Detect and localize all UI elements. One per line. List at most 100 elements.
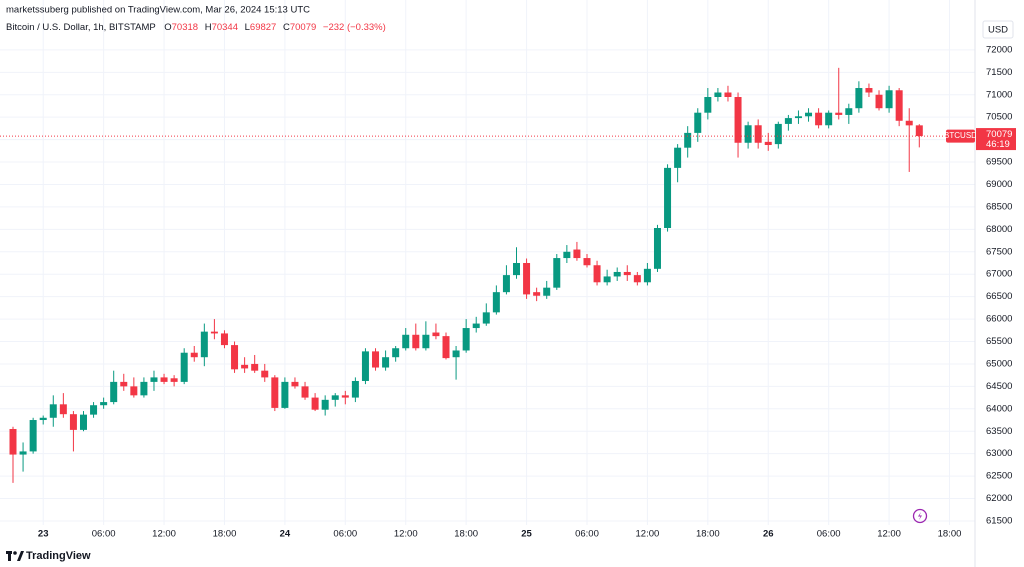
candle-body (341, 395, 349, 398)
candle-body (200, 331, 208, 358)
candle-body (553, 258, 561, 288)
candle-body (482, 312, 490, 324)
candle-body (140, 381, 148, 396)
candle-body (784, 118, 792, 124)
candle-body (623, 271, 631, 276)
candle-body (160, 377, 168, 382)
ohlc-value: 69827 (250, 22, 276, 33)
candle-body (291, 381, 299, 387)
x-tick-label: 06:00 (575, 529, 599, 540)
candle-body (653, 228, 661, 269)
candle-body (704, 96, 712, 113)
candle-body (885, 90, 893, 109)
candle-body (100, 402, 108, 406)
footer-brand: TradingView (26, 550, 91, 562)
candle-body (875, 94, 883, 109)
y-tick-label: 70500 (986, 112, 1012, 123)
ohlc-label: C (283, 22, 290, 33)
last-price-label: 70079 (986, 129, 1012, 140)
candle-body (774, 123, 782, 145)
candle-body (744, 125, 752, 143)
logo-part (13, 551, 17, 555)
candle-body (29, 420, 37, 452)
candle-body (412, 334, 420, 349)
ohlc-value: 70079 (290, 22, 316, 33)
symbol-line: Bitcoin / U.S. Dollar, 1h, BITSTAMP (6, 22, 156, 33)
candle-body (583, 258, 591, 266)
candle-body (452, 350, 460, 358)
y-tick-label: 71000 (986, 89, 1012, 100)
y-tick-label: 63500 (986, 426, 1012, 437)
grid (0, 0, 975, 525)
candle-body (130, 386, 138, 396)
candle-body (180, 352, 188, 382)
ohlc-value: 70318 (172, 22, 198, 33)
candle-body (734, 96, 742, 143)
candle-body (311, 397, 319, 410)
candle-body (372, 351, 380, 368)
candle-body (533, 292, 541, 296)
x-tick-label: 06:00 (92, 529, 116, 540)
candle-body (523, 262, 531, 295)
y-tick-label: 68000 (986, 224, 1012, 235)
y-tick-label: 62000 (986, 493, 1012, 504)
candle-body (815, 112, 823, 126)
candle-body (513, 262, 520, 276)
candle-body (361, 351, 369, 381)
y-tick-label: 66500 (986, 291, 1012, 302)
candle-body (825, 112, 833, 126)
alert-icon[interactable] (912, 508, 928, 524)
candle-body (402, 334, 410, 349)
x-tick-label: 12:00 (394, 529, 418, 540)
candle-body (170, 378, 178, 382)
countdown: 46:19 (986, 139, 1010, 150)
y-tick-label: 71500 (986, 67, 1012, 78)
candle-body (79, 414, 87, 430)
icon-ring (912, 508, 928, 524)
y-tick-label: 69500 (986, 157, 1012, 168)
ohlc-label: L (245, 22, 250, 33)
candle-body (895, 90, 903, 121)
y-tick-label: 68500 (986, 201, 1012, 212)
symbol-tag-box (946, 129, 975, 143)
last-price-box (976, 128, 1016, 151)
candle-body (835, 112, 843, 115)
candle-body (724, 92, 732, 97)
icon-bolt (918, 512, 922, 520)
symbol-tag: BTCUSD (944, 131, 977, 140)
candle-body (794, 116, 802, 119)
candle-body (442, 336, 450, 359)
candles (9, 67, 923, 483)
x-tick-label: 12:00 (636, 529, 660, 540)
y-tick-label: 64500 (986, 381, 1012, 392)
candle-body (120, 381, 128, 387)
candle-body (69, 414, 77, 430)
candle-body (563, 251, 571, 259)
ohlc-value: 70344 (212, 22, 238, 33)
candle-body (845, 108, 853, 115)
candle-body (915, 125, 923, 137)
candle-body (150, 377, 158, 382)
x-tick-label: 18:00 (454, 529, 478, 540)
candle-body (664, 167, 672, 229)
currency-box[interactable] (982, 20, 1014, 39)
candle-body (210, 331, 218, 334)
candle-body (855, 88, 863, 109)
y-tick-label: 69000 (986, 179, 1012, 190)
candle-body (684, 132, 692, 148)
x-tick-label: 06:00 (333, 529, 357, 540)
x-tick-label: 18:00 (213, 529, 237, 540)
candle-body (754, 125, 762, 143)
candle-body (462, 328, 470, 351)
x-tick-label: 18:00 (938, 529, 962, 540)
y-tick-label: 67500 (986, 246, 1012, 257)
candle-body (492, 292, 500, 313)
candle-body (543, 287, 551, 296)
candle-body (39, 417, 47, 421)
candle-body (90, 405, 98, 415)
x-tick-label: 26 (763, 529, 774, 540)
candle-body (905, 120, 913, 126)
candle-body (694, 112, 702, 133)
